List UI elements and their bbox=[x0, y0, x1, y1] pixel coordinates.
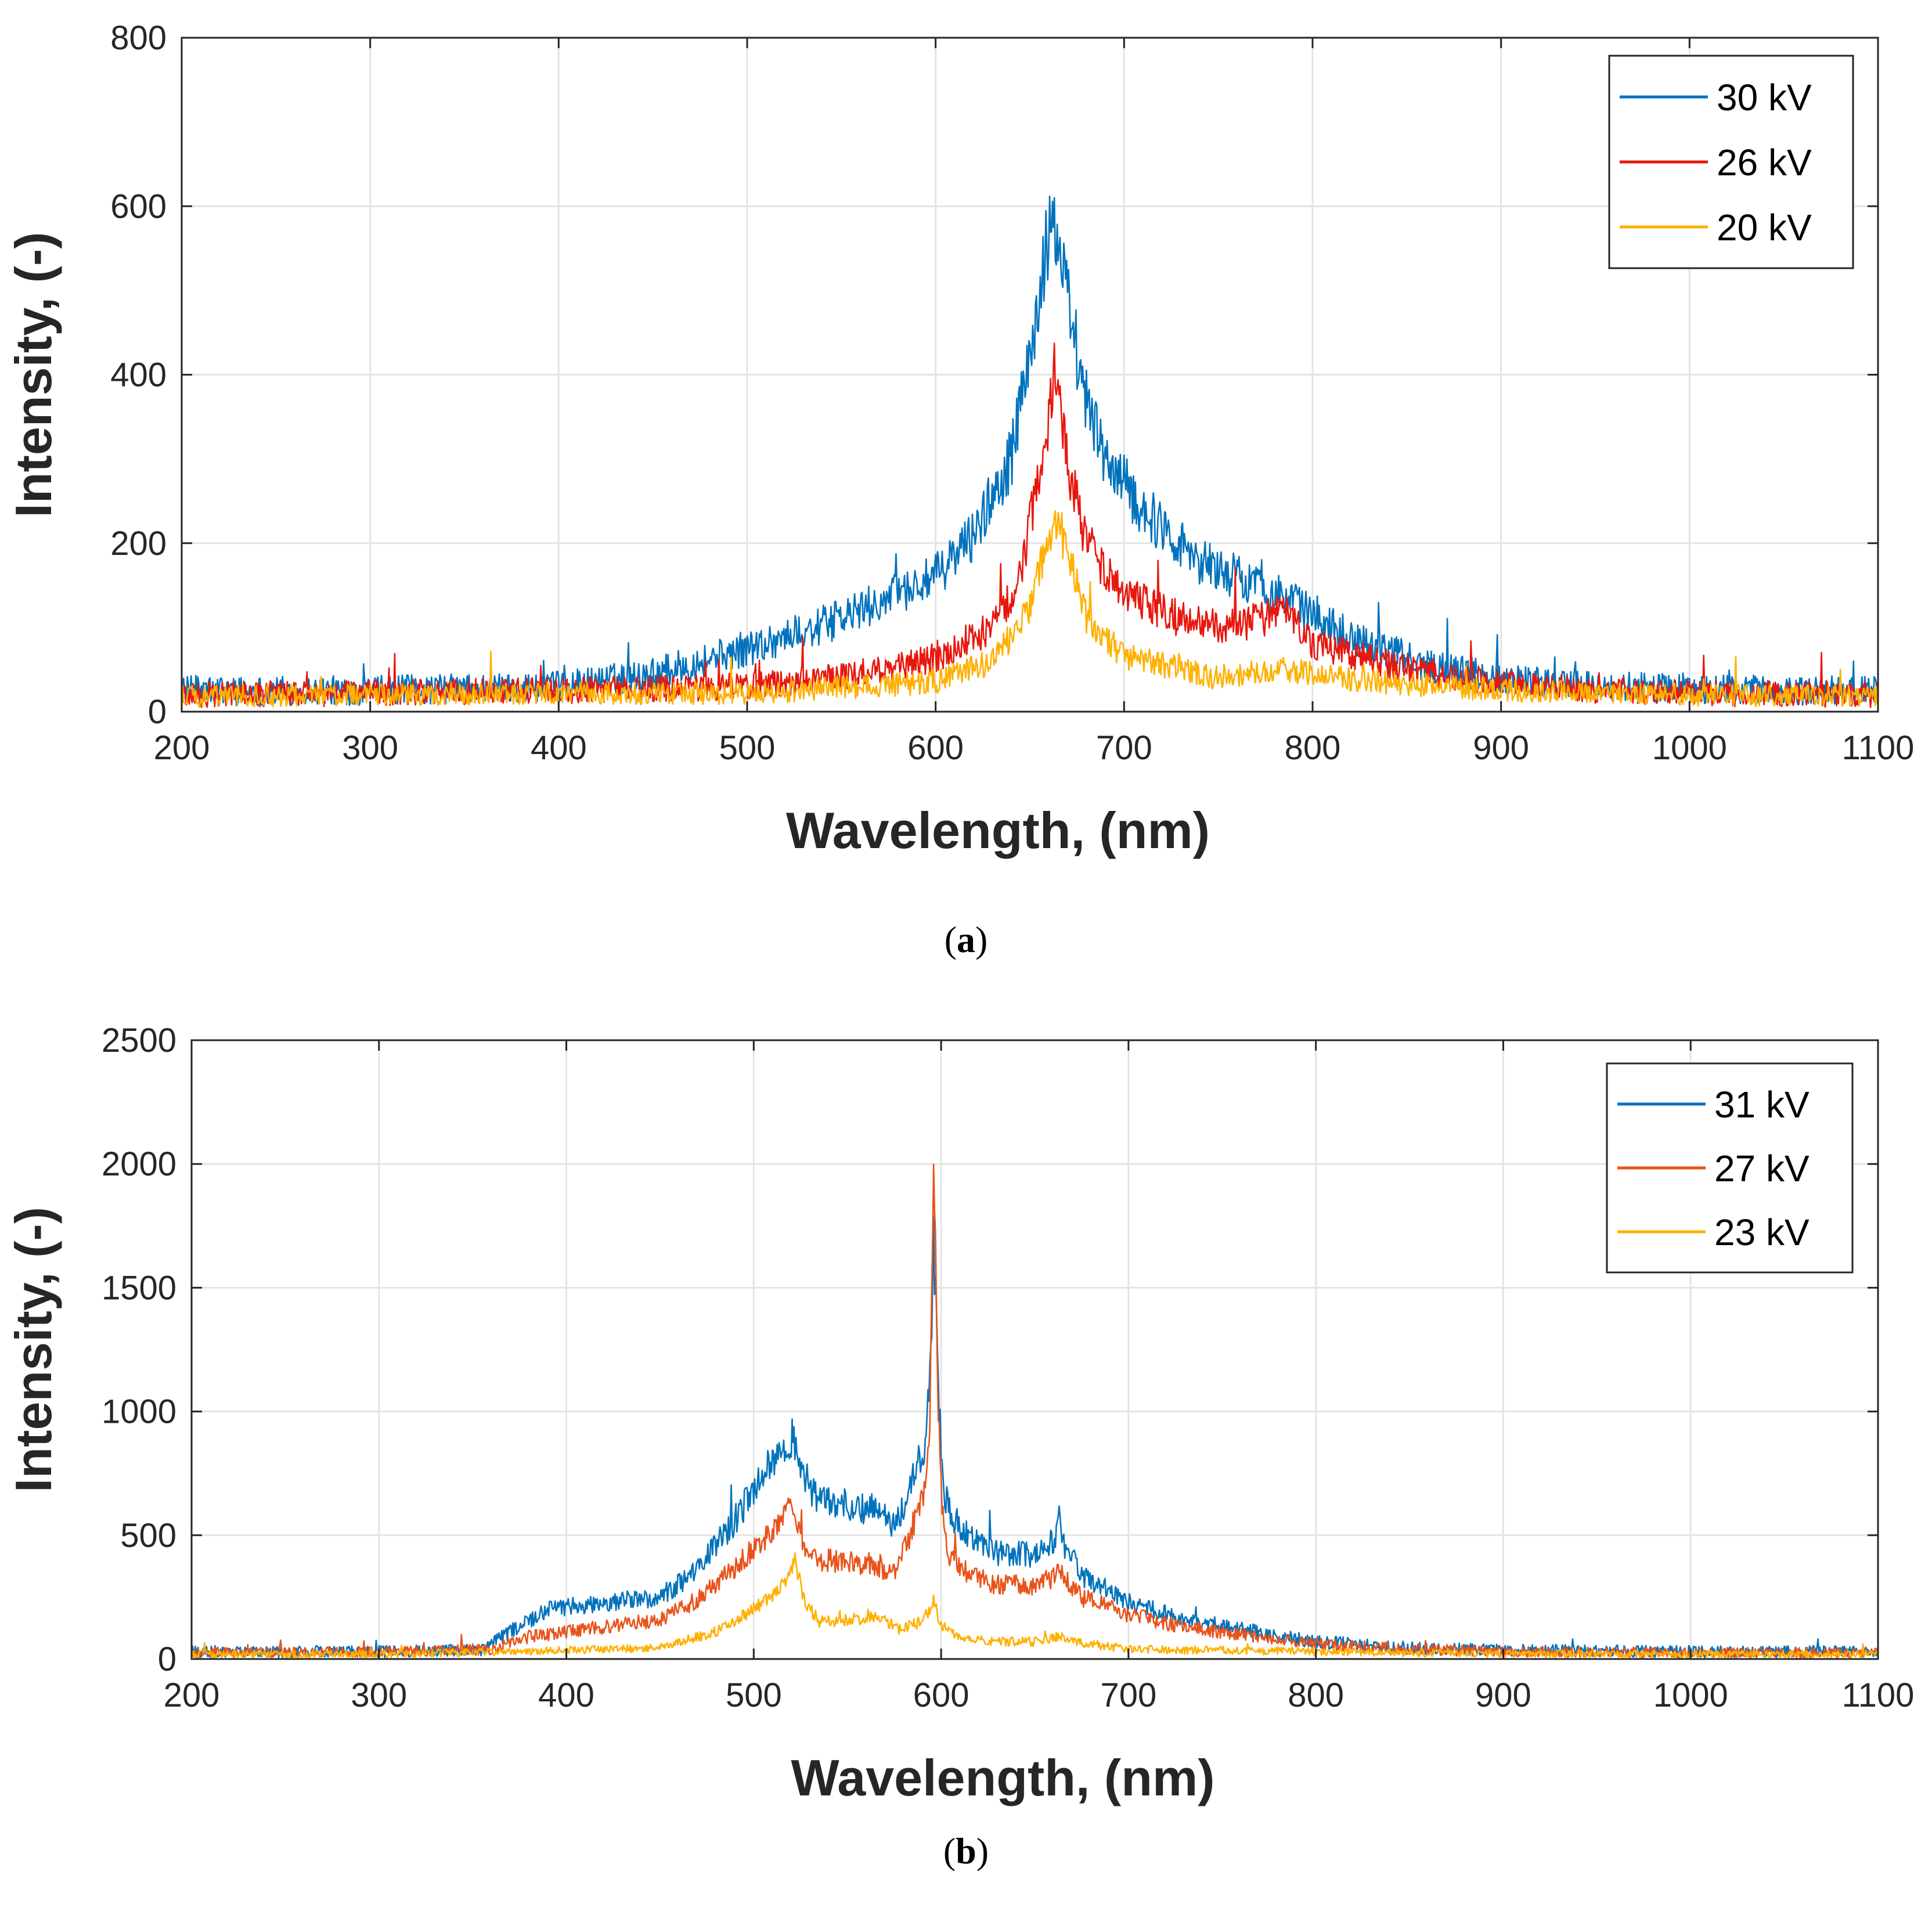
x-tick-label: 300 bbox=[351, 1676, 407, 1714]
x-tick-label: 1100 bbox=[1842, 729, 1915, 767]
y-tick-label: 2500 bbox=[102, 1022, 176, 1059]
x-tick-label: 1000 bbox=[1653, 1676, 1728, 1714]
x-tick-label: 600 bbox=[907, 729, 964, 767]
x-tick-label: 900 bbox=[1475, 1676, 1531, 1714]
chart-a: 200 300 400 500 600 700 800 900 1000 110002004006… bbox=[5, 19, 1914, 960]
y-tick-label: 0 bbox=[148, 693, 167, 731]
axes-box bbox=[190, 1039, 1879, 1660]
legend-label: 27 kV bbox=[1714, 1148, 1810, 1189]
chart-b: 200 300 400 500 600 700 800 900 1000 1100 0 500 1000… bbox=[5, 1022, 1914, 1871]
legend-label: 23 kV bbox=[1714, 1211, 1810, 1253]
series-line bbox=[181, 342, 1879, 708]
y-tick-label: 500 bbox=[120, 1517, 176, 1555]
x-tick-label: 1000 bbox=[1652, 729, 1727, 767]
panel-caption: (b) bbox=[943, 1830, 989, 1871]
y-tick-label: 0 bbox=[158, 1640, 176, 1678]
y-tick-label: 1500 bbox=[102, 1269, 176, 1307]
x-tick-label: 600 bbox=[913, 1676, 969, 1714]
x-tick-label: 900 bbox=[1473, 729, 1529, 767]
legend: 31 kV 27 kV 23 kV bbox=[1606, 1062, 1854, 1274]
y-tick-label: 400 bbox=[110, 356, 167, 394]
series-line bbox=[190, 1163, 1879, 1659]
x-tick-label: 800 bbox=[1288, 1676, 1344, 1714]
y-tick-label: 2000 bbox=[102, 1145, 176, 1183]
x-tick-label: 700 bbox=[1100, 1676, 1156, 1714]
panel-caption: (a) bbox=[945, 919, 988, 960]
y-tick-label: 1000 bbox=[102, 1393, 176, 1431]
series-line bbox=[181, 510, 1879, 708]
x-tick-label: 500 bbox=[726, 1676, 782, 1714]
x-tick-label: 400 bbox=[538, 1676, 594, 1714]
x-axis-label: Wavelength, (nm) bbox=[791, 1749, 1214, 1806]
legend-label: 26 kV bbox=[1717, 142, 1812, 183]
y-tick-label: 200 bbox=[110, 525, 167, 562]
x-tick-label: 400 bbox=[531, 729, 587, 767]
series-line bbox=[190, 1552, 1879, 1659]
legend-label: 30 kV bbox=[1717, 77, 1812, 118]
x-tick-label: 300 bbox=[342, 729, 398, 767]
y-axis-label: Intensity, (-) bbox=[5, 1207, 62, 1492]
x-tick-label: 200 bbox=[164, 1676, 220, 1714]
x-tick-label: 1100 bbox=[1842, 1676, 1915, 1714]
legend: 30 kV 26 kV 20 kV bbox=[1608, 55, 1854, 269]
y-tick-label: 800 bbox=[110, 19, 167, 57]
x-axis-label: Wavelength, (nm) bbox=[786, 802, 1210, 859]
y-axis-label: Intensity, (-) bbox=[5, 232, 62, 517]
x-tick-label: 200 bbox=[154, 729, 210, 767]
x-tick-label: 800 bbox=[1285, 729, 1341, 767]
legend-label: 20 kV bbox=[1717, 207, 1812, 248]
y-tick-label: 600 bbox=[110, 187, 167, 225]
x-tick-label: 500 bbox=[719, 729, 776, 767]
x-tick-label: 700 bbox=[1096, 729, 1152, 767]
legend-label: 31 kV bbox=[1714, 1084, 1810, 1126]
